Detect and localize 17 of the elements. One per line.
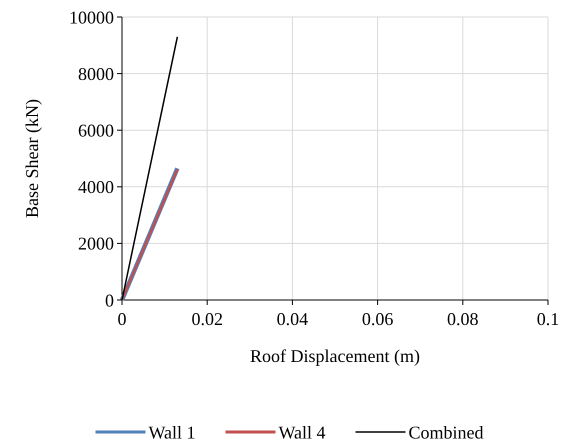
legend-label: Wall 1 bbox=[148, 422, 196, 442]
legend-label: Combined bbox=[408, 422, 484, 442]
x-tick-label: 0 bbox=[118, 309, 126, 329]
legend-label: Wall 4 bbox=[278, 422, 326, 442]
y-tick-label: 2000 bbox=[78, 234, 114, 254]
x-axis-title: Roof Displacement (m) bbox=[250, 346, 420, 366]
y-axis-title: Base Shear (kN) bbox=[22, 99, 42, 218]
y-tick-label: 8000 bbox=[78, 64, 114, 84]
x-tick-label: 0.02 bbox=[191, 309, 223, 329]
x-tick-label: 0.08 bbox=[447, 309, 479, 329]
y-tick-label: 6000 bbox=[78, 120, 114, 140]
x-tick-label: 0.04 bbox=[276, 309, 308, 329]
x-tick-label: 0.06 bbox=[362, 309, 394, 329]
x-tick-label: 0.1 bbox=[536, 309, 560, 329]
y-tick-label: 0 bbox=[105, 290, 114, 310]
y-tick-label: 4000 bbox=[78, 177, 114, 198]
y-tick-label: 10000 bbox=[69, 7, 114, 28]
